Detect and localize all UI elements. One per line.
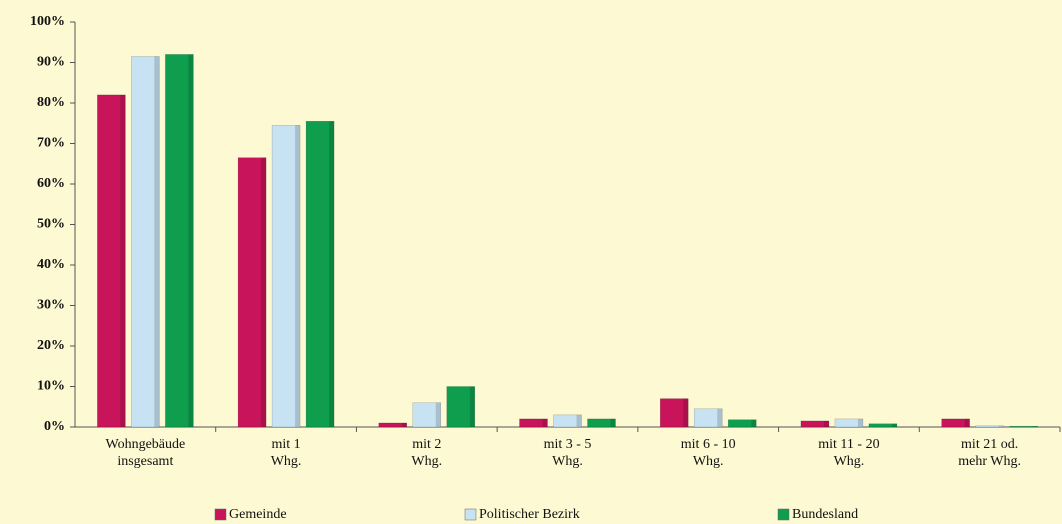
y-tick-label: 20% <box>37 338 65 353</box>
legend-swatch <box>777 508 790 521</box>
y-tick-label: 100% <box>30 14 65 29</box>
bar-shade <box>998 425 1004 427</box>
bar <box>378 422 408 428</box>
bar-shade <box>751 419 757 427</box>
bar-shade <box>469 386 475 427</box>
bar <box>587 418 616 428</box>
bar-shade <box>610 418 616 427</box>
legend-swatch <box>464 508 477 521</box>
bar <box>97 94 126 428</box>
bar <box>446 386 476 428</box>
x-tick-label: mit 11 - 20 <box>818 437 879 452</box>
bar <box>305 120 335 428</box>
bar-shade <box>717 408 723 427</box>
bar <box>237 157 267 428</box>
bar-shade <box>542 418 548 427</box>
legend-label: Bundesland <box>792 507 858 522</box>
bar-shade <box>857 418 863 427</box>
bar <box>553 414 582 428</box>
x-tick-label: mit 1 <box>271 437 300 452</box>
y-tick-label: 0% <box>44 419 65 434</box>
bar <box>659 398 689 428</box>
legend-label: Gemeinde <box>229 507 287 522</box>
bar-shade <box>823 420 829 427</box>
x-tick-label: mit 6 - 10 <box>681 437 736 452</box>
bar <box>165 54 194 428</box>
bar-shade <box>891 423 897 427</box>
x-tick-label: insgesamt <box>117 454 173 469</box>
bar-shade <box>683 398 689 427</box>
bar-shade <box>964 418 970 427</box>
bar-shade <box>1032 426 1038 427</box>
y-tick-label: 40% <box>37 257 65 272</box>
bar <box>975 425 1004 428</box>
x-tick-label: Whg. <box>271 454 302 469</box>
x-tick-label: Whg. <box>411 454 442 469</box>
x-tick-label: mit 3 - 5 <box>544 437 592 452</box>
bar <box>941 418 970 428</box>
bar-shade <box>261 157 267 428</box>
x-tick-label: mit 21 od. <box>961 437 1018 452</box>
y-tick-label: 10% <box>37 379 65 394</box>
bar <box>1009 425 1038 428</box>
y-tick-label: 50% <box>37 217 65 232</box>
x-tick-label: Wohngebäude <box>105 437 185 452</box>
x-tick-label: Whg. <box>693 454 724 469</box>
bar <box>800 420 830 428</box>
y-tick-label: 70% <box>37 136 65 151</box>
y-tick-label: 80% <box>37 95 65 110</box>
bar <box>693 408 723 428</box>
bar-shade <box>120 94 126 428</box>
x-tick-label: mehr Whg. <box>958 454 1021 469</box>
bar-shade <box>188 54 194 428</box>
y-tick-label: 90% <box>37 55 65 70</box>
bar <box>131 56 160 428</box>
bar-shade <box>435 402 441 427</box>
legend-label: Politischer Bezirk <box>479 507 580 522</box>
x-tick-label: mit 2 <box>412 437 441 452</box>
bar-shade <box>154 56 160 428</box>
bar <box>412 402 442 428</box>
y-tick-label: 60% <box>37 176 65 191</box>
x-tick-label: Whg. <box>552 454 583 469</box>
bar <box>868 423 898 428</box>
bar-shade <box>295 125 301 428</box>
x-tick-label: Whg. <box>834 454 865 469</box>
y-tick-label: 30% <box>37 298 65 313</box>
bar-shade <box>329 121 335 427</box>
bar <box>727 419 757 428</box>
bar <box>834 418 864 428</box>
legend-swatch <box>214 508 227 521</box>
bar <box>271 125 301 428</box>
bar-shade <box>576 414 582 427</box>
bar <box>519 418 548 428</box>
bar-shade <box>401 422 407 427</box>
